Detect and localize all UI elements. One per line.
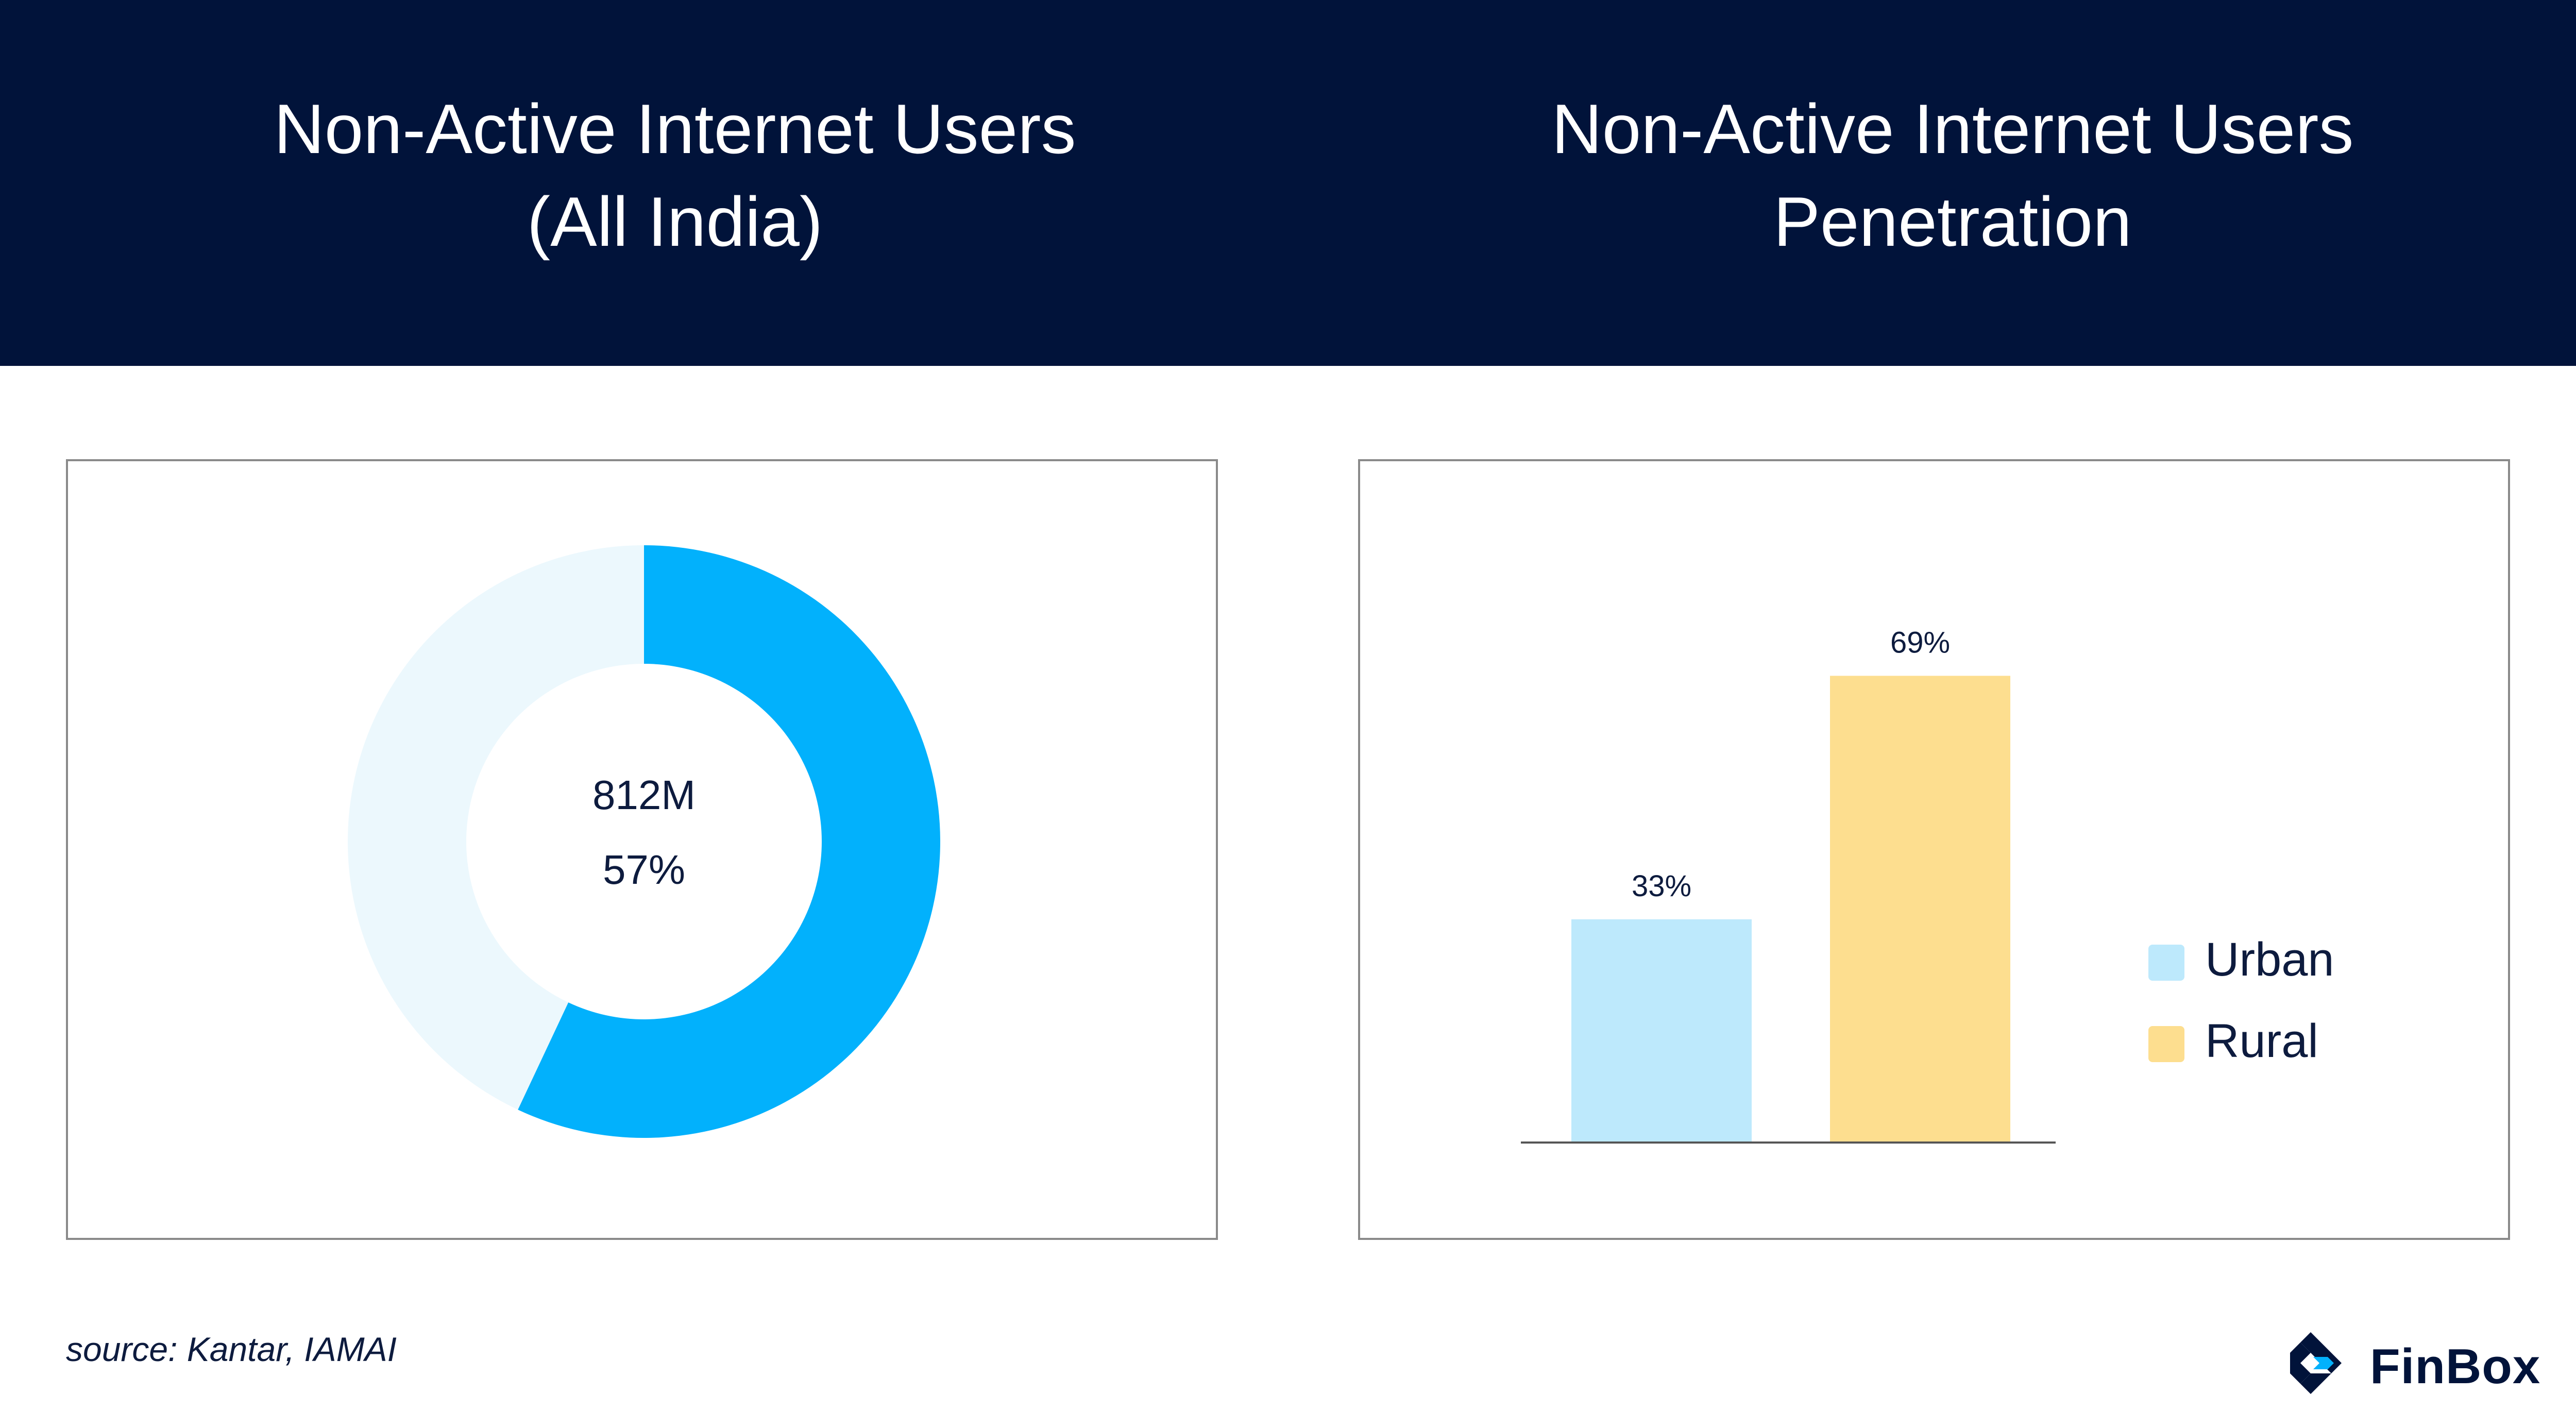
finbox-logo-text: FinBox [2370,1339,2541,1394]
legend-label-urban: Urban [2205,933,2334,986]
finbox-logo-icon [2290,1332,2342,1394]
donut-chart: 812M 57% [348,545,941,1138]
bar-urban [1571,919,1752,1143]
bar-data-label-rural: 69% [1890,626,1950,659]
right-title-line-1: Non-Active Internet Users [1551,90,2354,168]
bar-data-label-urban: 33% [1632,869,1691,903]
donut-center-value: 812M [592,772,696,818]
source-note: source: Kantar, IAMAI [66,1330,397,1368]
bar-chart: 33% 69% Urban Rural [1521,626,2334,1144]
right-chart-title: Non-Active Internet Users Penetration [1412,82,2494,268]
header-banner: Non-Active Internet Users (All India) No… [0,0,2576,366]
left-title-line-1: Non-Active Internet Users [274,90,1076,168]
bar-chart-panel: 33% 69% Urban Rural [1358,459,2510,1240]
finbox-logo: FinBox [2282,1327,2540,1404]
donut-chart-panel: 812M 57% [66,459,1218,1240]
legend-swatch-urban [2148,945,2184,981]
legend-swatch-rural [2148,1026,2184,1062]
right-title-line-2: Penetration [1773,182,2132,261]
donut-slice-0 [518,545,941,1138]
bar-rural [1830,676,2010,1143]
left-chart-title: Non-Active Internet Users (All India) [134,82,1216,268]
legend-label-rural: Rural [2205,1015,2318,1067]
left-title-line-2: (All India) [527,182,823,261]
donut-center-percent: 57% [603,847,685,893]
donut-slice-1 [348,545,644,1110]
